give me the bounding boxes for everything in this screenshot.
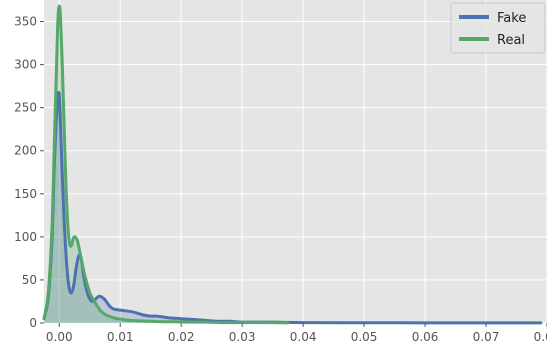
y-tick-label: 0: [29, 316, 37, 330]
legend: Fake Real: [450, 2, 546, 54]
x-tick-label: 0.08: [534, 330, 547, 344]
legend-label-real: Real: [497, 33, 525, 48]
x-tick-label: 0.03: [229, 330, 256, 344]
legend-label-fake: Fake: [497, 11, 526, 26]
x-tick-label: 0.01: [107, 330, 134, 344]
y-tick-label: 200: [14, 144, 37, 158]
grid-lines: [44, 0, 547, 324]
series-lines: [42, 4, 543, 325]
y-tick-label: 350: [14, 15, 37, 29]
series-fill-real: [44, 6, 288, 324]
y-tick-label: 150: [14, 187, 37, 201]
x-tick-label: 0.02: [168, 330, 195, 344]
series-fills: [44, 6, 541, 324]
y-tick-label: 300: [14, 58, 37, 72]
y-tick-label: 250: [14, 101, 37, 115]
x-tick-label: 0.00: [46, 330, 73, 344]
x-tick-label: 0.07: [473, 330, 500, 344]
x-tick-label: 0.04: [290, 330, 317, 344]
x-tick-label: 0.05: [351, 330, 378, 344]
plot-area: [44, 0, 547, 323]
series-line-real: [42, 4, 290, 325]
x-axis: 0.00 0.01 0.02 0.03 0.04 0.05 0.06 0.07 0.08: [46, 323, 547, 344]
y-axis: 0 50 100 150 200 250 300 350: [14, 15, 44, 330]
y-tick-label: 50: [22, 273, 37, 287]
y-tick-label: 100: [14, 230, 37, 244]
x-tick-label: 0.06: [412, 330, 439, 344]
